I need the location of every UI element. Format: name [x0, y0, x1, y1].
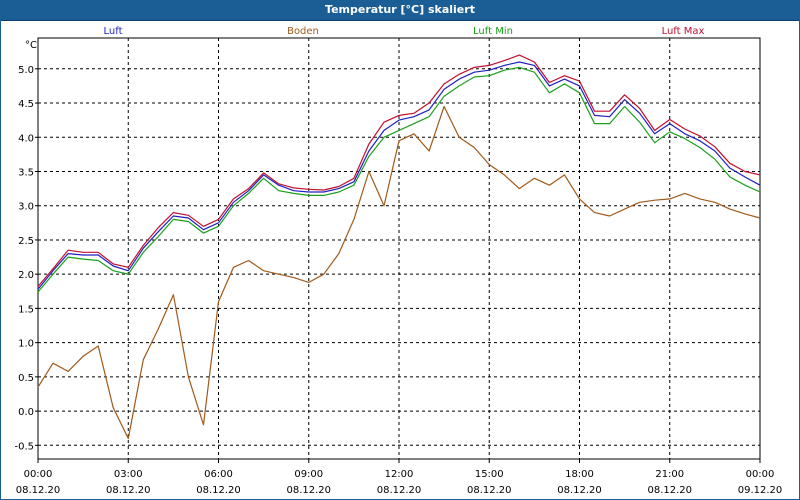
x-tick-label-time: 00:00: [746, 469, 775, 480]
x-tick-label-time: 00:00: [24, 469, 53, 480]
x-tick-label-date: 08.12.20: [106, 485, 151, 496]
x-tick-label-date: 08.12.20: [647, 485, 692, 496]
x-tick-label-time: 15:00: [475, 469, 504, 480]
y-tick-label: 1.0: [18, 339, 34, 350]
x-tick-label-date: 08.12.20: [286, 485, 331, 496]
series-line-luft-max: [37, 54, 761, 287]
x-tick-label-time: 06:00: [204, 469, 233, 480]
x-tick-label-time: 03:00: [114, 469, 143, 480]
tick-labels: -0.5 0.0 0.5 1.0 1.5 2.0 2.5 3.0 3.5 4.0 4.5 5.0 00:…: [14, 65, 782, 496]
x-tick-label-date: 08.12.20: [557, 485, 602, 496]
legend: Luft Boden Luft Min Luft Max: [104, 26, 705, 37]
x-tick-label-date: 09.12.20: [738, 485, 783, 496]
y-axis-label: °C: [25, 40, 37, 51]
series-line-boden: [37, 105, 761, 440]
axes: [35, 37, 761, 463]
y-tick-label: 4.5: [18, 99, 34, 110]
y-tick-label: 5.0: [18, 65, 34, 76]
y-tick-label: 0.5: [18, 373, 34, 384]
y-tick-label: 2.0: [18, 270, 34, 281]
legend-item-luft: Luft: [104, 26, 123, 37]
series-line-luft-min: [37, 66, 761, 293]
y-tick-label: 3.5: [18, 167, 34, 178]
y-tick-label: 1.5: [18, 304, 34, 315]
x-tick-label-time: 12:00: [385, 469, 414, 480]
x-tick-label-date: 08.12.20: [16, 485, 61, 496]
x-tick-label-date: 08.12.20: [377, 485, 422, 496]
grid: [37, 38, 761, 459]
y-tick-label: 4.0: [18, 133, 34, 144]
x-tick-label-date: 08.12.20: [467, 485, 512, 496]
x-tick-label-time: 09:00: [294, 469, 323, 480]
chart-title: Temperatur [°C] skaliert: [0, 0, 800, 21]
y-tick-label: 2.5: [18, 236, 34, 247]
legend-item-luft-max: Luft Max: [662, 26, 705, 37]
series-lines: [37, 54, 761, 440]
y-tick-label: 0.0: [18, 407, 34, 418]
legend-item-luft-min: Luft Min: [473, 26, 513, 37]
y-tick-label: -0.5: [14, 441, 34, 452]
legend-item-boden: Boden: [287, 26, 319, 37]
x-tick-label-time: 21:00: [655, 469, 684, 480]
x-tick-label-time: 18:00: [565, 469, 594, 480]
x-tick-label-date: 08.12.20: [196, 485, 241, 496]
plot-area-border: [37, 37, 761, 460]
series-line-luft: [37, 61, 761, 290]
y-tick-label: 3.0: [18, 202, 34, 213]
